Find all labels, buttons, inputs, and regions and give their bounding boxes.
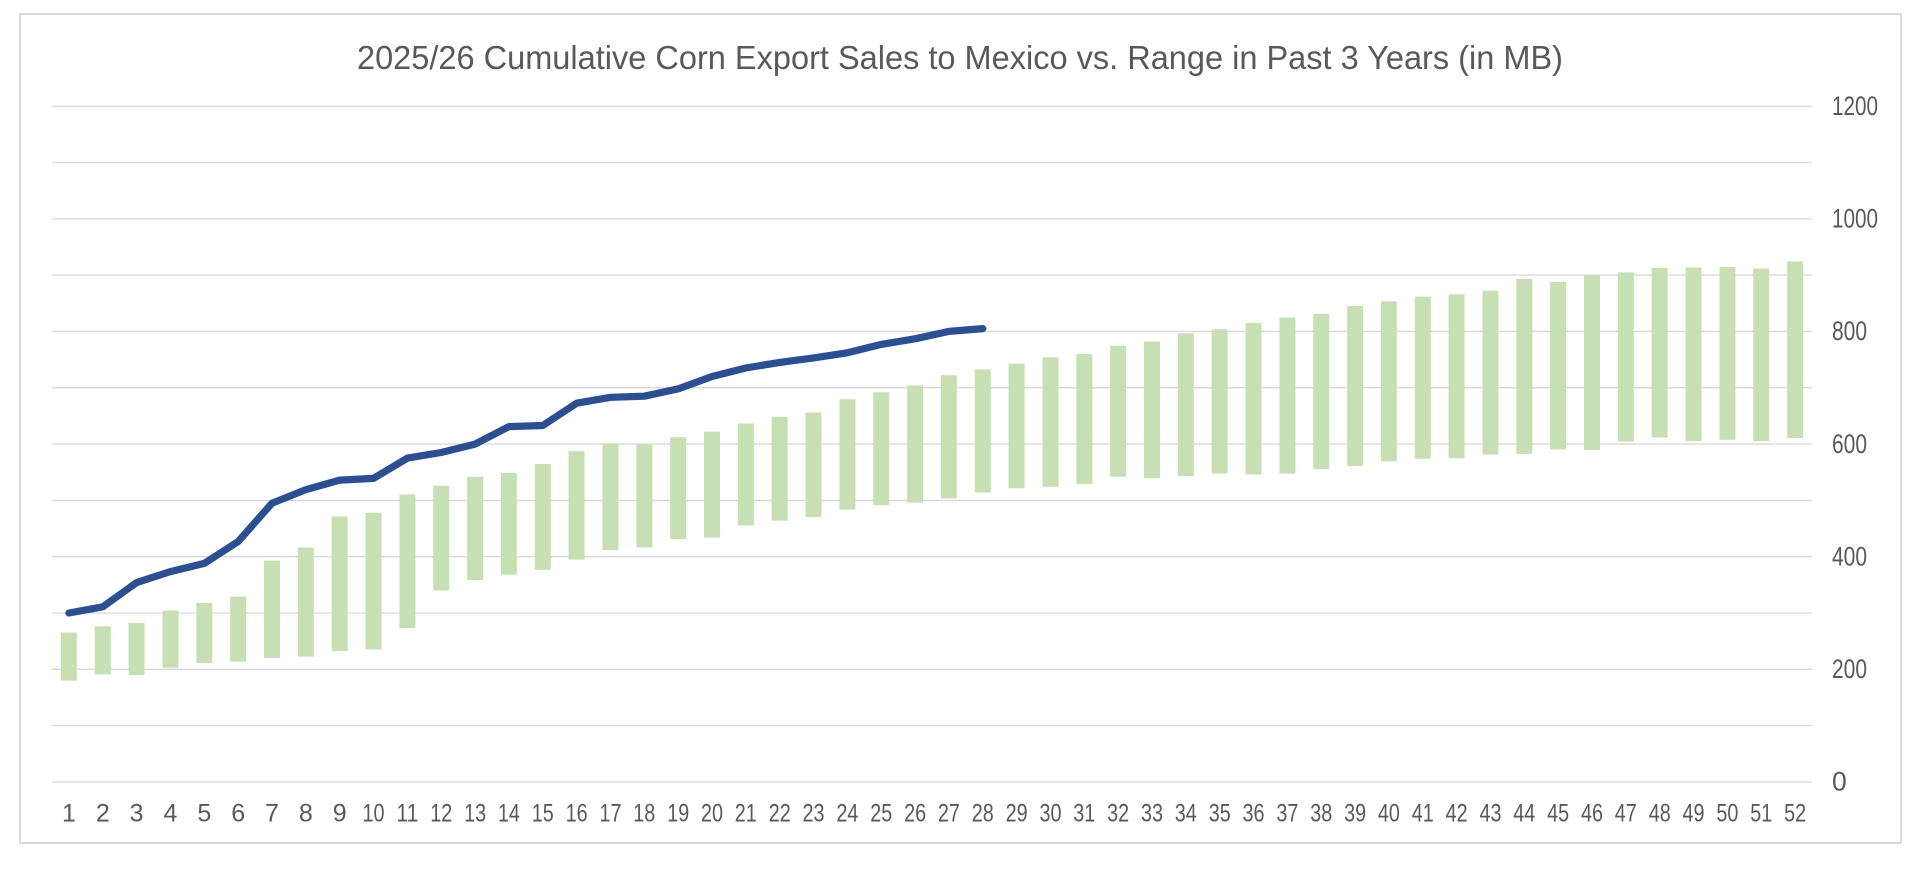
svg-text:18: 18 bbox=[633, 800, 655, 828]
svg-text:1200: 1200 bbox=[1832, 91, 1878, 121]
svg-text:400: 400 bbox=[1832, 541, 1867, 571]
svg-text:2: 2 bbox=[96, 800, 110, 828]
svg-text:36: 36 bbox=[1243, 800, 1265, 828]
svg-text:48: 48 bbox=[1649, 800, 1671, 828]
svg-text:16: 16 bbox=[566, 800, 588, 828]
svg-text:17: 17 bbox=[600, 800, 622, 828]
svg-text:26: 26 bbox=[904, 800, 926, 828]
svg-text:7: 7 bbox=[265, 800, 279, 828]
svg-text:22: 22 bbox=[769, 800, 791, 828]
svg-text:3: 3 bbox=[130, 800, 144, 828]
svg-text:38: 38 bbox=[1310, 800, 1332, 828]
svg-text:39: 39 bbox=[1344, 800, 1366, 828]
svg-text:14: 14 bbox=[498, 800, 520, 828]
svg-text:32: 32 bbox=[1107, 800, 1129, 828]
svg-text:9: 9 bbox=[333, 800, 347, 828]
svg-text:45: 45 bbox=[1547, 800, 1569, 828]
svg-text:33: 33 bbox=[1141, 800, 1163, 828]
svg-text:12: 12 bbox=[430, 800, 452, 828]
svg-text:42: 42 bbox=[1446, 800, 1468, 828]
svg-text:19: 19 bbox=[667, 800, 689, 828]
svg-text:50: 50 bbox=[1716, 800, 1738, 828]
svg-text:11: 11 bbox=[396, 800, 418, 828]
svg-text:52: 52 bbox=[1784, 800, 1806, 828]
svg-text:0: 0 bbox=[1832, 767, 1847, 797]
svg-text:47: 47 bbox=[1615, 800, 1637, 828]
svg-text:29: 29 bbox=[1006, 800, 1028, 828]
svg-text:1: 1 bbox=[62, 800, 76, 828]
svg-text:25: 25 bbox=[870, 800, 892, 828]
svg-text:37: 37 bbox=[1276, 800, 1298, 828]
svg-text:30: 30 bbox=[1040, 800, 1062, 828]
svg-text:15: 15 bbox=[532, 800, 554, 828]
svg-text:5: 5 bbox=[197, 800, 211, 828]
svg-text:4: 4 bbox=[164, 800, 178, 828]
svg-text:2025/26 Cumulative Corn Export: 2025/26 Cumulative Corn Export Sales to … bbox=[357, 39, 1563, 76]
svg-text:1000: 1000 bbox=[1832, 204, 1878, 234]
svg-text:600: 600 bbox=[1832, 429, 1867, 459]
svg-text:41: 41 bbox=[1412, 800, 1434, 828]
svg-text:8: 8 bbox=[299, 800, 313, 828]
svg-text:46: 46 bbox=[1581, 800, 1603, 828]
svg-text:800: 800 bbox=[1832, 316, 1867, 346]
svg-text:44: 44 bbox=[1513, 800, 1535, 828]
svg-text:34: 34 bbox=[1175, 800, 1197, 828]
svg-text:200: 200 bbox=[1832, 654, 1867, 684]
svg-text:40: 40 bbox=[1378, 800, 1400, 828]
svg-text:13: 13 bbox=[464, 800, 486, 828]
svg-text:21: 21 bbox=[735, 800, 757, 828]
svg-text:24: 24 bbox=[836, 800, 858, 828]
svg-text:43: 43 bbox=[1480, 800, 1502, 828]
svg-text:6: 6 bbox=[231, 800, 245, 828]
svg-text:28: 28 bbox=[972, 800, 994, 828]
svg-text:31: 31 bbox=[1073, 800, 1095, 828]
svg-text:10: 10 bbox=[363, 800, 385, 828]
svg-text:20: 20 bbox=[701, 800, 723, 828]
svg-text:51: 51 bbox=[1750, 800, 1772, 828]
svg-text:23: 23 bbox=[803, 800, 825, 828]
svg-text:35: 35 bbox=[1209, 800, 1231, 828]
svg-text:49: 49 bbox=[1683, 800, 1705, 828]
svg-text:27: 27 bbox=[938, 800, 960, 828]
